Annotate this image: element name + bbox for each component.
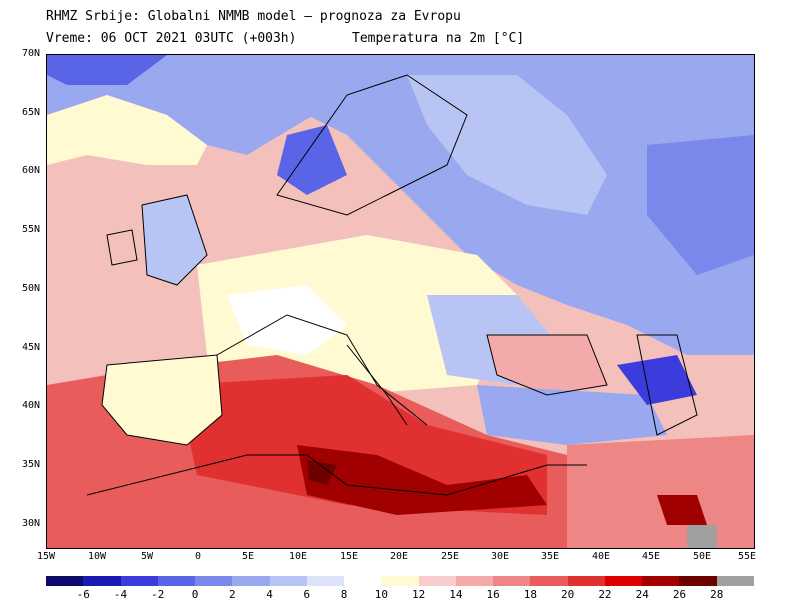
lon-label-15W: 15W bbox=[36, 551, 56, 562]
lon-label-15E: 15E bbox=[339, 551, 359, 562]
lon-label-50E: 50E bbox=[692, 551, 712, 562]
legend-label: 0 bbox=[191, 588, 199, 601]
lon-label-55E: 55E bbox=[737, 551, 757, 562]
legend-swatch bbox=[120, 576, 159, 586]
lon-label-10W: 10W bbox=[87, 551, 107, 562]
lat-label-50N: 50N bbox=[21, 283, 40, 294]
coast-caspian bbox=[636, 334, 698, 436]
lat-label-40N: 40N bbox=[21, 400, 40, 411]
legend-swatch bbox=[381, 576, 420, 586]
lat-label-55N: 55N bbox=[21, 224, 40, 235]
coast-north-africa bbox=[86, 454, 587, 496]
lon-label-30E: 30E bbox=[490, 551, 510, 562]
legend-swatch bbox=[679, 576, 718, 586]
legend-label: 4 bbox=[266, 588, 273, 601]
legend-label: 8 bbox=[340, 588, 348, 601]
forecast-time: Vreme: 06 OCT 2021 03UTC (+003h) bbox=[46, 31, 297, 46]
coast-britain bbox=[141, 194, 208, 286]
legend-swatch bbox=[604, 576, 643, 586]
lon-label-5W: 5W bbox=[140, 551, 154, 562]
field-over-28 bbox=[687, 525, 717, 548]
field-norway-cold bbox=[277, 125, 347, 195]
field-britain bbox=[142, 195, 207, 285]
field-russia-cold bbox=[647, 135, 754, 275]
legend-swatch bbox=[642, 576, 680, 586]
field-gulf-hot bbox=[657, 495, 707, 525]
field-finland bbox=[407, 75, 607, 215]
legend-label: 24 bbox=[635, 588, 649, 601]
legend-swatch bbox=[418, 576, 457, 586]
lon-label-20E: 20E bbox=[389, 551, 409, 562]
legend-label: -4 bbox=[113, 588, 128, 601]
legend-swatch bbox=[530, 576, 569, 586]
legend-label: -6 bbox=[76, 588, 90, 601]
lat-label-65N: 65N bbox=[21, 107, 40, 118]
field-caucasus-cold bbox=[617, 355, 697, 405]
map-canvas bbox=[47, 55, 754, 548]
legend-label: 12 bbox=[412, 588, 426, 601]
map-title: RHMZ Srbije: Globalni NMMB model — progn… bbox=[46, 9, 461, 24]
lon-label-45E: 45E bbox=[641, 551, 661, 562]
field-hot-core bbox=[307, 460, 337, 485]
lat-label-35N: 35N bbox=[21, 459, 40, 470]
legend-swatch bbox=[306, 576, 345, 586]
variable-label: Temperatura na 2m [°C] bbox=[352, 31, 525, 46]
lon-label-40E: 40E bbox=[591, 551, 611, 562]
legend-label: 2 bbox=[229, 588, 236, 601]
legend-swatch bbox=[493, 576, 531, 586]
field-mediterranean-hot bbox=[177, 375, 547, 515]
coast-scandinavia bbox=[276, 74, 468, 216]
coast-black-sea bbox=[486, 334, 608, 396]
field-france bbox=[227, 285, 347, 355]
field-libya-hot bbox=[297, 445, 547, 515]
legend-swatch bbox=[232, 576, 271, 586]
legend-label: -2 bbox=[151, 588, 165, 601]
legend-swatch bbox=[716, 576, 755, 586]
legend-swatch bbox=[157, 576, 196, 586]
legend-label: 10 bbox=[374, 588, 388, 601]
color-legend bbox=[46, 576, 755, 586]
field-atlantic-mild bbox=[47, 95, 207, 165]
legend-swatch bbox=[83, 576, 121, 586]
coastlines bbox=[86, 74, 698, 496]
field-black-sea bbox=[487, 335, 607, 395]
legend-label: 16 bbox=[486, 588, 500, 601]
lon-label-5E: 5E bbox=[241, 551, 255, 562]
coast-europe-south bbox=[216, 314, 428, 426]
legend-label: 20 bbox=[561, 588, 575, 601]
lon-label-10E: 10E bbox=[288, 551, 308, 562]
lat-label-45N: 45N bbox=[21, 342, 40, 353]
legend-swatch bbox=[344, 576, 382, 586]
legend-label: 18 bbox=[523, 588, 538, 601]
coast-italy bbox=[346, 344, 408, 426]
field-middle-east bbox=[567, 435, 754, 548]
legend-label: 28 bbox=[710, 588, 724, 601]
lon-label-0: 0 bbox=[194, 551, 202, 562]
legend-swatch bbox=[567, 576, 606, 586]
legend-label: 14 bbox=[449, 588, 463, 601]
lon-label-25E: 25E bbox=[440, 551, 460, 562]
temperature-map bbox=[46, 54, 755, 549]
legend-label: 22 bbox=[598, 588, 612, 601]
lat-label-70N: 70N bbox=[21, 48, 40, 59]
legend-swatch bbox=[455, 576, 494, 586]
legend-label: 6 bbox=[303, 588, 311, 601]
lon-label-35E: 35E bbox=[540, 551, 560, 562]
lat-label-60N: 60N bbox=[21, 165, 40, 176]
field-iberia bbox=[102, 355, 222, 445]
legend-swatch bbox=[195, 576, 233, 586]
field-far-north-cold bbox=[47, 55, 167, 85]
lat-label-30N: 30N bbox=[21, 518, 40, 529]
legend-swatch bbox=[46, 576, 84, 586]
coast-ireland bbox=[106, 229, 138, 266]
field-turkey bbox=[477, 385, 667, 445]
legend-swatch bbox=[269, 576, 308, 586]
legend-label: 26 bbox=[672, 588, 687, 601]
